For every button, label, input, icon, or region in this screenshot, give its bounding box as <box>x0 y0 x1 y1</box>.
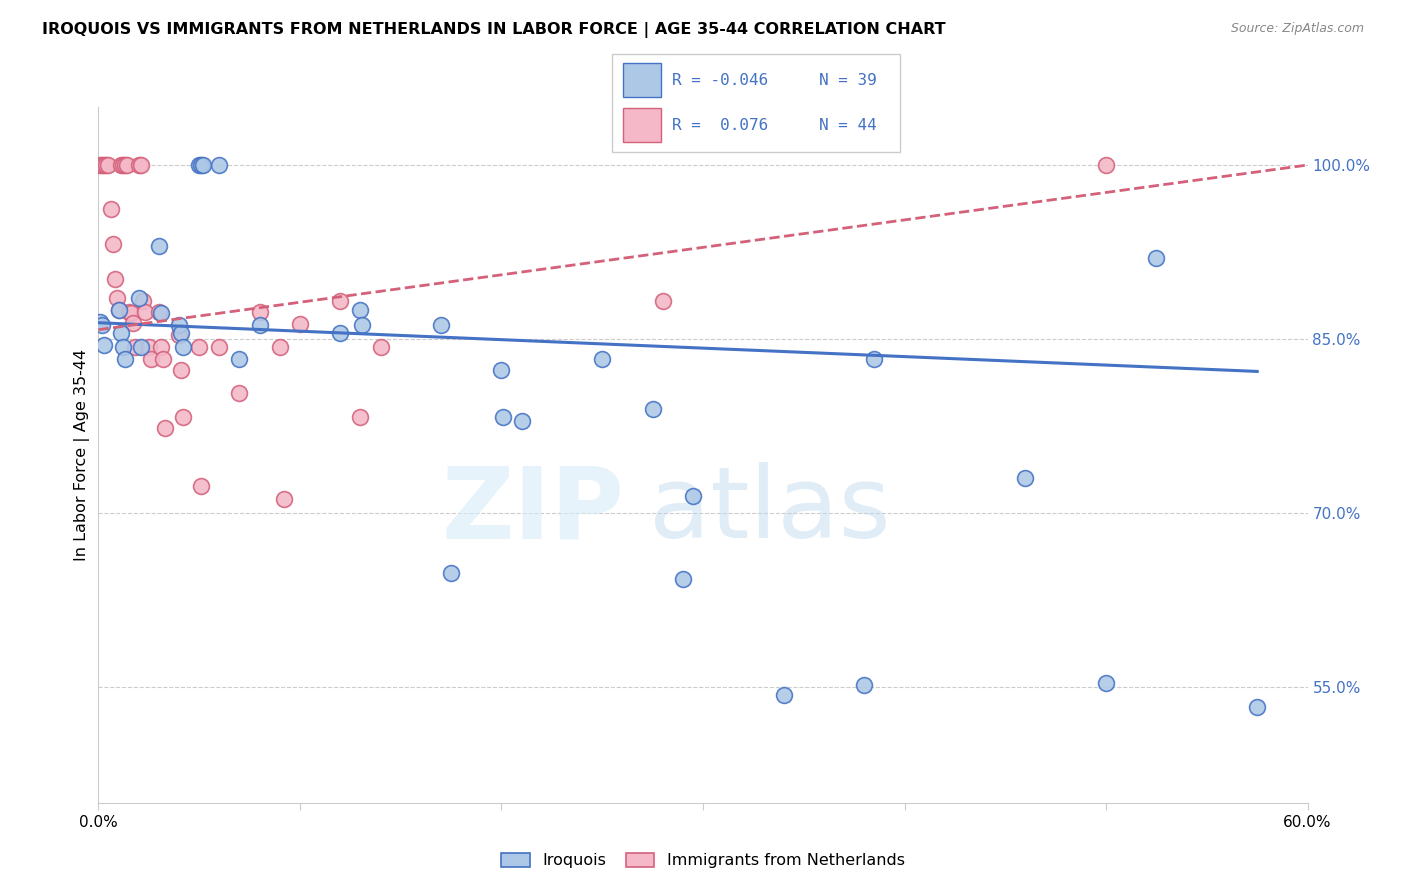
Point <box>152 351 174 366</box>
Point <box>93 158 115 172</box>
Point <box>107 303 129 318</box>
Point <box>89 158 111 172</box>
Point <box>349 409 371 424</box>
Point <box>228 351 250 366</box>
Text: N = 39: N = 39 <box>820 72 877 87</box>
Point <box>91 158 114 172</box>
Point <box>148 305 170 319</box>
Point <box>121 316 143 330</box>
Point <box>208 340 231 354</box>
Point <box>139 351 162 366</box>
Point <box>111 340 134 354</box>
Point <box>208 158 231 172</box>
Point <box>149 306 172 320</box>
FancyBboxPatch shape <box>623 63 661 96</box>
Point <box>672 572 695 586</box>
Point <box>170 326 193 341</box>
Point <box>120 306 142 320</box>
Point <box>510 414 533 428</box>
Point <box>682 489 704 503</box>
Point <box>128 291 150 305</box>
Legend: Iroquois, Immigrants from Netherlands: Iroquois, Immigrants from Netherlands <box>495 847 911 875</box>
Point <box>249 305 271 319</box>
Point <box>96 158 118 172</box>
Point <box>190 158 212 172</box>
Point <box>492 409 515 424</box>
Point <box>190 479 212 493</box>
Point <box>1246 699 1268 714</box>
Point <box>172 409 194 424</box>
Point <box>118 305 141 319</box>
Point <box>249 318 271 332</box>
Point <box>167 328 190 343</box>
Point <box>193 158 215 172</box>
Point <box>863 351 886 366</box>
Point <box>105 291 128 305</box>
Point <box>1095 158 1118 172</box>
Point <box>288 317 311 331</box>
Point <box>591 351 613 366</box>
Point <box>110 326 132 341</box>
Point <box>329 326 352 341</box>
Point <box>167 318 190 332</box>
FancyBboxPatch shape <box>623 109 661 142</box>
Point <box>132 293 155 308</box>
Point <box>188 158 211 172</box>
Point <box>329 293 352 308</box>
Point <box>115 158 138 172</box>
Point <box>170 363 193 377</box>
Point <box>349 303 371 318</box>
Point <box>228 386 250 401</box>
Point <box>107 303 129 318</box>
Point <box>91 318 114 332</box>
Point <box>352 318 374 332</box>
Point <box>641 401 664 416</box>
Point <box>149 340 172 354</box>
Text: ZIP: ZIP <box>441 462 624 559</box>
Text: Source: ZipAtlas.com: Source: ZipAtlas.com <box>1230 22 1364 36</box>
Point <box>153 421 176 435</box>
Point <box>772 688 794 702</box>
Point <box>89 315 111 329</box>
Point <box>430 318 453 332</box>
Point <box>491 363 513 377</box>
Point <box>124 340 146 354</box>
Point <box>269 340 291 354</box>
Point <box>1146 251 1168 265</box>
Point <box>129 340 152 354</box>
Point <box>1095 676 1118 690</box>
Point <box>651 293 673 308</box>
Text: IROQUOIS VS IMMIGRANTS FROM NETHERLANDS IN LABOR FORCE | AGE 35-44 CORRELATION C: IROQUOIS VS IMMIGRANTS FROM NETHERLANDS … <box>42 22 946 38</box>
FancyBboxPatch shape <box>612 54 900 152</box>
Y-axis label: In Labor Force | Age 35-44: In Labor Force | Age 35-44 <box>75 349 90 561</box>
Point <box>114 158 136 172</box>
Point <box>114 351 136 366</box>
Point <box>134 305 156 319</box>
Text: atlas: atlas <box>648 462 890 559</box>
Point <box>172 340 194 354</box>
Point <box>273 491 295 506</box>
Point <box>188 340 211 354</box>
Point <box>128 158 150 172</box>
Point <box>1014 471 1036 485</box>
Point <box>440 566 463 581</box>
Point <box>101 236 124 251</box>
Point <box>103 271 125 285</box>
Point <box>93 338 115 352</box>
Point <box>148 239 170 253</box>
Text: R = -0.046: R = -0.046 <box>672 72 769 87</box>
Point <box>853 677 876 691</box>
Text: N = 44: N = 44 <box>820 118 877 133</box>
Text: R =  0.076: R = 0.076 <box>672 118 769 133</box>
Point <box>100 202 122 216</box>
Point <box>129 158 152 172</box>
Point <box>111 158 134 172</box>
Point <box>138 340 160 354</box>
Point <box>370 340 392 354</box>
Point <box>110 158 132 172</box>
Point <box>97 158 120 172</box>
